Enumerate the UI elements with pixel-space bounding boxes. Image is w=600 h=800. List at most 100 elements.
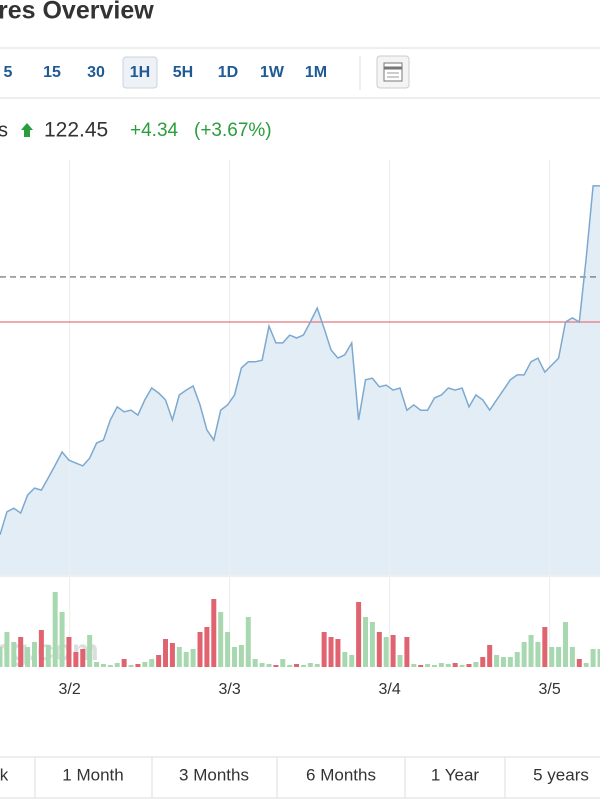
- volume-bar: [590, 649, 596, 667]
- volume-bar: [31, 642, 37, 667]
- volume-bar: [169, 643, 175, 667]
- volume-bar: [0, 647, 3, 667]
- volume-bar: [514, 652, 520, 667]
- volume-bar: [18, 637, 24, 667]
- range-tab[interactable]: 1 Month: [62, 765, 123, 784]
- volume-bar: [383, 637, 389, 667]
- volume-bar: [135, 664, 141, 667]
- volume-bar: [576, 659, 582, 667]
- range-tab[interactable]: 5 years: [533, 765, 589, 784]
- volume-bar: [528, 635, 534, 667]
- volume-bar: [487, 645, 493, 667]
- volume-bar: [314, 664, 320, 667]
- volume-bar: [300, 665, 306, 667]
- volume-bar: [307, 663, 313, 667]
- volume-bar: [273, 665, 279, 667]
- volume-bar: [342, 652, 348, 667]
- volume-bar: [556, 647, 562, 667]
- interval-button[interactable]: 1D: [218, 64, 238, 81]
- table-view-button[interactable]: [376, 55, 410, 89]
- volume-bar: [231, 647, 237, 667]
- volume-bar: [390, 635, 396, 667]
- volume-bar: [183, 652, 189, 667]
- volume-bar: [149, 659, 155, 667]
- volume-bar: [121, 659, 127, 667]
- volume-bar: [397, 655, 403, 667]
- active-interval[interactable]: [122, 56, 158, 89]
- volume-bar: [356, 602, 362, 667]
- volume-bar: [107, 665, 113, 667]
- volume-bar: [287, 665, 293, 667]
- volume-bar: [190, 649, 196, 667]
- volume-bar: [369, 622, 375, 667]
- volume-bar: [418, 665, 424, 667]
- volume-bar: [569, 647, 575, 667]
- volume-bar: [259, 663, 265, 667]
- volume-bar: [25, 647, 31, 667]
- range-tab[interactable]: 1 Year: [431, 765, 480, 784]
- volume-bar: [245, 617, 251, 667]
- volume-bar: [176, 647, 182, 667]
- x-tick-label: 3/2: [59, 681, 81, 698]
- volume-bar: [459, 665, 465, 667]
- interval-button[interactable]: 30: [87, 64, 105, 81]
- interval-button[interactable]: 1M: [305, 64, 327, 81]
- volume-bar: [480, 657, 486, 667]
- volume-bar: [163, 639, 169, 667]
- volume-bar: [100, 664, 106, 667]
- interval-button[interactable]: 5H: [173, 64, 193, 81]
- volume-bar: [11, 642, 17, 667]
- volume-bar: [473, 662, 479, 667]
- interval-button[interactable]: 1W: [260, 64, 285, 81]
- volume-bar: [376, 632, 382, 667]
- range-tab[interactable]: 3 Months: [179, 765, 249, 784]
- volume-bar: [280, 659, 286, 667]
- volume-bar: [87, 635, 93, 667]
- volume-bar: [500, 657, 506, 667]
- volume-bar: [438, 663, 444, 667]
- volume-bar: [59, 612, 65, 667]
- volume-bar: [425, 664, 431, 667]
- volume-bar: [542, 627, 548, 667]
- volume-bar: [238, 645, 244, 667]
- volume-bar: [349, 655, 355, 667]
- volume-bar: [66, 637, 72, 667]
- volume-bar: [211, 599, 217, 667]
- interval-button[interactable]: 1H: [130, 64, 150, 81]
- volume-bar: [321, 632, 327, 667]
- volume-bar: [563, 622, 569, 667]
- table-icon: [383, 62, 403, 82]
- volume-bar: [445, 664, 451, 667]
- volume-bar: [597, 649, 600, 667]
- volume-bar: [549, 647, 555, 667]
- instrument-name: s: [0, 119, 8, 141]
- volume-bar: [252, 659, 258, 667]
- up-arrow: [21, 123, 33, 137]
- volume-bar: [452, 663, 458, 667]
- volume-bar: [328, 637, 334, 667]
- volume-bar: [466, 664, 472, 667]
- volume-bar: [52, 592, 58, 667]
- x-tick-label: 3/3: [219, 681, 241, 698]
- volume-bar: [45, 645, 51, 667]
- volume-bar: [404, 637, 410, 667]
- volume-bar: [431, 665, 437, 667]
- change: +4.34: [130, 120, 179, 141]
- x-tick-label: 3/4: [379, 681, 401, 698]
- range-tab[interactable]: k: [0, 765, 9, 784]
- volume-bar: [218, 612, 224, 667]
- interval-button[interactable]: 15: [43, 64, 61, 81]
- change-percent: (+3.67%): [194, 120, 272, 141]
- range-tab[interactable]: 6 Months: [306, 765, 376, 784]
- volume-bar: [266, 664, 272, 667]
- volume-bar: [197, 632, 203, 667]
- volume-bar: [142, 662, 148, 667]
- volume-bar: [335, 639, 341, 667]
- volume-bar: [4, 632, 10, 667]
- price: 122.45: [44, 119, 108, 142]
- interval-button[interactable]: 5: [4, 64, 13, 81]
- volume-bar: [494, 655, 500, 667]
- volume-bar: [521, 642, 527, 667]
- volume-bar: [128, 665, 134, 667]
- volume-bar: [38, 630, 44, 667]
